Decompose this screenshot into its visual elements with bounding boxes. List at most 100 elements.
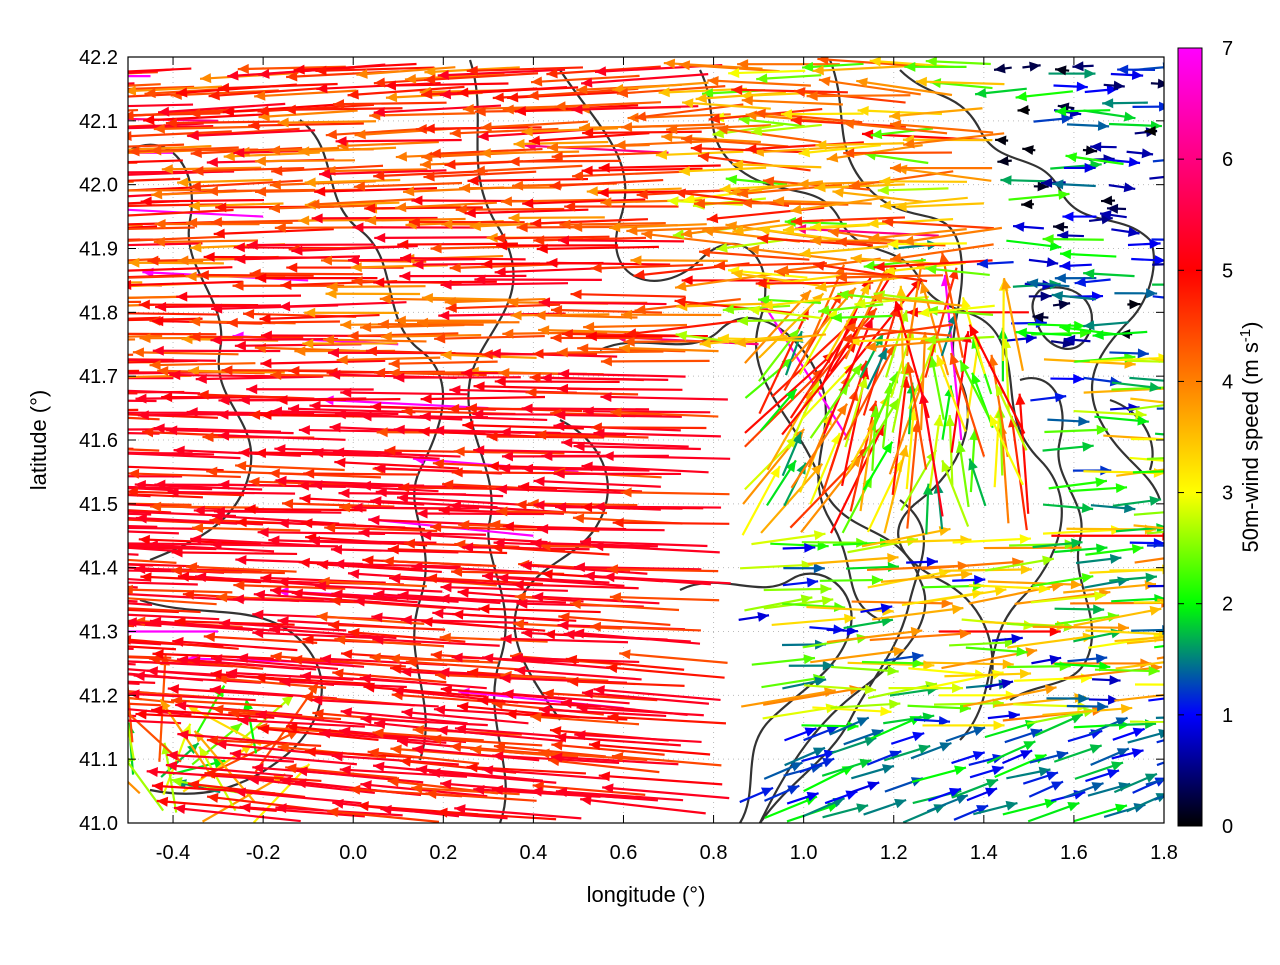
wind-arrow-shaft: [176, 296, 301, 297]
wind-arrow-shaft: [250, 274, 363, 275]
wind-arrow-head: [29, 298, 40, 308]
wind-arrow-head: [103, 220, 114, 230]
wind-arrow-shaft: [277, 399, 401, 400]
wind-arrow-head: [46, 72, 57, 82]
wind-arrow-head: [53, 302, 64, 312]
wind-arrow-head: [35, 227, 46, 237]
wind-arrow-head: [50, 279, 61, 289]
wind-arrow-head: [9, 704, 20, 714]
wind-arrow-head: [1164, 172, 1175, 182]
wind-arrow: [23, 350, 134, 360]
wind-arrow-head: [68, 69, 79, 79]
y-axis-label: latitude (°): [26, 390, 51, 491]
wind-arrow-head: [8, 653, 19, 663]
wind-arrow-head: [11, 442, 22, 452]
wind-arrow-head: [50, 538, 61, 548]
wind-arrow-head: [12, 576, 23, 586]
wind-arrow-head: [23, 350, 34, 360]
wind-arrow-head: [66, 388, 77, 398]
wind-arrow-head: [1168, 581, 1179, 591]
y-tick-label: 41.7: [79, 366, 118, 388]
colorbar-tick-label: 0: [1222, 816, 1233, 838]
wind-arrow-shaft: [887, 243, 967, 244]
wind-arrow-shaft: [509, 161, 621, 162]
wind-arrow-head: [1205, 631, 1216, 641]
wind-arrow-shaft: [89, 360, 216, 361]
wind-arrow-head: [68, 540, 79, 550]
wind-arrow-head: [97, 204, 108, 214]
wind-arrow-shaft: [12, 151, 134, 159]
y-tick-label: 41.9: [79, 239, 118, 261]
wind-arrow-head: [110, 266, 121, 276]
wind-arrow-head: [30, 673, 41, 683]
wind-arrow-head: [106, 656, 117, 666]
wind-arrow-head: [55, 638, 66, 648]
wind-arrow-shaft: [613, 523, 730, 524]
wind-arrow-head: [76, 665, 87, 675]
wind-arrow-head: [58, 665, 69, 675]
wind-arrow-head: [65, 449, 76, 459]
x-tick-label: 0.4: [519, 842, 547, 864]
wind-arrow-head: [108, 593, 119, 603]
wind-arrow: [12, 151, 134, 163]
wind-arrow-head: [11, 544, 22, 554]
y-tick-label: 41.8: [79, 302, 118, 324]
wind-arrow-head: [104, 408, 115, 418]
wind-arrow-head: [85, 481, 96, 491]
wind-arrow-head: [1164, 384, 1175, 394]
x-tick-label: 1.0: [790, 842, 818, 864]
wind-arrow-shaft: [6, 645, 133, 649]
wind-arrow-head: [1207, 402, 1218, 412]
wind-arrow-head: [103, 273, 114, 283]
wind-arrow-shaft: [630, 260, 727, 261]
wind-arrow-shaft: [781, 114, 863, 115]
wind-arrow-shaft: [333, 103, 447, 105]
wind-arrow-head: [58, 650, 69, 660]
wind-arrow: [8, 653, 135, 665]
wind-arrow-head: [43, 125, 54, 135]
wind-arrow-shaft: [190, 337, 304, 338]
wind-arrow-head: [28, 110, 39, 120]
wind-arrow: [11, 544, 138, 555]
wind-arrow-head: [66, 102, 77, 112]
x-tick-label: 0.0: [339, 842, 367, 864]
wind-arrow-head: [60, 274, 71, 284]
colorbar-tick-label: 5: [1222, 260, 1233, 282]
wind-arrow-head: [62, 159, 73, 169]
wind-arrow-shaft: [509, 217, 605, 218]
wind-arrow-head: [32, 335, 43, 345]
wind-arrow-shaft: [255, 160, 355, 161]
wind-arrow-head: [34, 149, 45, 159]
wind-arrow-shaft: [23, 355, 134, 356]
x-tick-label: 0.2: [429, 842, 457, 864]
wind-arrow-shaft: [456, 209, 565, 210]
wind-arrow-head: [52, 627, 63, 637]
wind-arrow-head: [12, 153, 23, 163]
wind-arrow-head: [25, 592, 36, 602]
wind-arrow-shaft: [210, 339, 337, 340]
colorbar-tick-label: 7: [1222, 38, 1233, 60]
wind-arrow-shaft: [583, 411, 710, 412]
x-tick-label: 1.6: [1060, 842, 1088, 864]
wind-arrow-head: [1202, 680, 1213, 690]
colorbar-tick-label: 2: [1222, 594, 1233, 616]
wind-arrow-head: [55, 471, 66, 481]
wind-arrow-head: [19, 614, 30, 624]
wind-arrow-head: [6, 641, 17, 651]
wind-arrow-head: [1213, 528, 1224, 538]
wind-arrow-shaft: [601, 361, 710, 362]
wind-arrow-head: [51, 524, 62, 534]
wind-arrow-head: [29, 236, 40, 246]
wind-arrow-head: [106, 201, 117, 211]
wind-arrow-head: [89, 355, 100, 365]
wind-arrow-shaft: [417, 322, 519, 323]
wind-arrow-head: [20, 367, 31, 377]
wind-arrow-head: [64, 700, 75, 710]
wind-arrow-head: [57, 354, 68, 364]
wind-arrow-shaft: [214, 511, 341, 512]
wind-arrow: [7, 83, 134, 93]
wind-arrow-head: [63, 94, 74, 104]
wind-arrow-head: [92, 609, 103, 619]
wind-arrow-shaft: [12, 677, 139, 684]
wind-arrow-head: [29, 125, 40, 135]
